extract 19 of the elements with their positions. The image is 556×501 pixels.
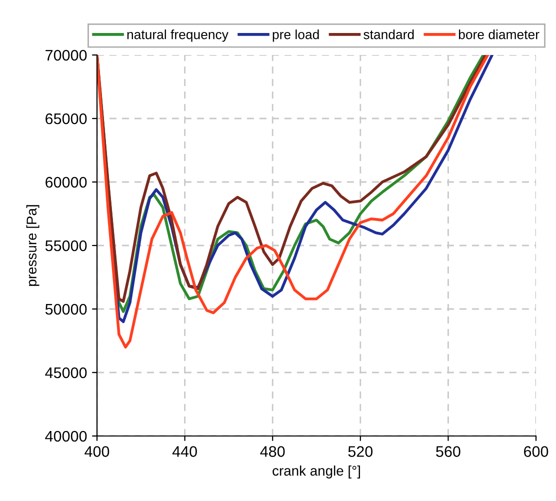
y-axis-title: pressure [Pa] bbox=[26, 205, 40, 286]
legend-label: pre load bbox=[272, 30, 319, 42]
y-tick-label: 70000 bbox=[46, 50, 87, 61]
legend-label: bore diameter bbox=[458, 30, 540, 40]
y-tick-label: 55000 bbox=[45, 240, 87, 252]
x-tick-label: 480 bbox=[260, 446, 285, 457]
y-tick-label: 65000 bbox=[46, 113, 87, 124]
legend-label: natural frequency bbox=[127, 30, 228, 42]
y-tick-label: 60000 bbox=[46, 176, 87, 188]
x-tick-label: 560 bbox=[436, 446, 460, 457]
y-tick-label: 45000 bbox=[45, 367, 87, 378]
x-tick-label: 440 bbox=[172, 446, 197, 457]
x-axis-title: crank angle [°] bbox=[272, 466, 360, 478]
legend-label: standard bbox=[364, 30, 414, 40]
y-tick-label: 50000 bbox=[45, 304, 87, 315]
y-tick-label: 40000 bbox=[45, 430, 87, 442]
x-tick-label: 520 bbox=[348, 446, 373, 457]
x-tick-label: 600 bbox=[524, 446, 548, 457]
x-tick-label: 400 bbox=[84, 446, 110, 457]
